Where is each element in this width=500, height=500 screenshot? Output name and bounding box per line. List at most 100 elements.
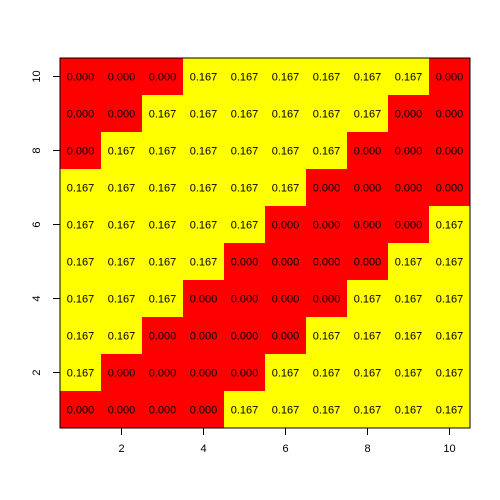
cell-value-label: 0.000 [313,294,341,306]
cell-value-label: 0.000 [436,109,464,121]
heatmap-cell [429,280,471,318]
heatmap-cell [183,354,225,392]
cell-value-label: 0.167 [436,331,464,343]
y-tick-label: 8 [31,147,43,153]
heatmap-cell [388,206,430,244]
heatmap-cell-labels: 0.000 0.000 0.000 0.167 0.167 0.167 0.167 0.167… [67,72,464,417]
cell-value-label: 0.000 [231,368,259,380]
heatmap-cell [388,132,430,170]
heatmap-cell [347,317,389,355]
heatmap-cell [429,58,471,96]
cell-value-label: 0.167 [190,72,218,84]
heatmap-cell [183,132,225,170]
heatmap-cell [265,206,307,244]
heatmap-cell [306,58,348,96]
heatmap-cell [347,391,389,429]
x-axis: 2 4 6 8 10 [118,427,456,455]
heatmap-cell [101,58,143,96]
heatmap-cell [388,95,430,133]
heatmap-cell [388,243,430,281]
cell-value-label: 0.167 [190,146,218,158]
cell-value-label: 0.167 [149,294,177,306]
cell-value-label: 0.167 [272,146,300,158]
heatmap-cell [306,206,348,244]
cell-value-label: 0.167 [149,257,177,269]
cell-value-label: 0.000 [67,405,95,417]
heatmap-cell [142,169,184,207]
heatmap-cell [224,58,266,96]
heatmap-cell [60,95,102,133]
cell-value-label: 0.167 [272,109,300,121]
heatmap-cell [101,317,143,355]
cell-value-label: 0.167 [313,109,341,121]
heatmap-cell [265,132,307,170]
x-tick-label: 2 [118,443,124,455]
heatmap-cell [429,169,471,207]
cell-value-label: 0.000 [354,220,382,232]
heatmap-cell [429,391,471,429]
heatmap-cell [306,243,348,281]
heatmap-cell [224,132,266,170]
heatmap-cell [265,169,307,207]
heatmap-cell [265,243,307,281]
cell-value-label: 0.000 [190,331,218,343]
cell-value-label: 0.167 [272,405,300,417]
heatmap-cell [142,243,184,281]
heatmap-cell [142,354,184,392]
cell-value-label: 0.167 [231,183,259,195]
heatmap-cell [265,391,307,429]
heatmap-cell [388,391,430,429]
cell-value-label: 0.167 [67,294,95,306]
heatmap-cell [183,58,225,96]
cell-value-label: 0.167 [67,220,95,232]
y-tick-label: 10 [31,70,43,82]
heatmap-cell [142,391,184,429]
cell-value-label: 0.167 [395,294,423,306]
cell-value-label: 0.000 [313,183,341,195]
heatmap-cell [347,132,389,170]
cell-value-label: 0.167 [354,72,382,84]
heatmap-cell [183,206,225,244]
cell-value-label: 0.167 [108,257,136,269]
cell-value-label: 0.167 [354,331,382,343]
y-axis: 2 4 6 8 10 [31,70,61,376]
cell-value-label: 0.000 [149,368,177,380]
cell-value-label: 0.000 [272,257,300,269]
heatmap-cell [347,169,389,207]
heatmap-cell [60,280,102,318]
cell-value-label: 0.167 [108,146,136,158]
heatmap-cell [388,169,430,207]
cell-value-label: 0.000 [272,294,300,306]
heatmap-cell [265,95,307,133]
heatmap-cell [429,95,471,133]
heatmap-cell [60,317,102,355]
cell-value-label: 0.167 [231,405,259,417]
cell-value-label: 0.000 [190,405,218,417]
heatmap-cell [347,58,389,96]
cell-value-label: 0.167 [313,146,341,158]
cell-value-label: 0.000 [231,257,259,269]
cell-value-label: 0.000 [395,109,423,121]
cell-value-label: 0.000 [395,183,423,195]
cell-value-label: 0.167 [149,109,177,121]
heatmap-cell [142,317,184,355]
x-tick-label: 8 [364,443,370,455]
heatmap-cell [101,206,143,244]
cell-value-label: 0.167 [436,257,464,269]
cell-value-label: 0.000 [395,220,423,232]
heatmap-cell [60,58,102,96]
heatmap-cell [224,354,266,392]
y-tick-label: 6 [31,221,43,227]
heatmap-cell [101,169,143,207]
cell-value-label: 0.167 [190,220,218,232]
heatmap-cell [347,280,389,318]
heatmap-cell [429,317,471,355]
cell-value-label: 0.000 [67,146,95,158]
heatmap-cell [224,243,266,281]
heatmap-cell [60,169,102,207]
cell-value-label: 0.000 [354,257,382,269]
cell-value-label: 0.000 [108,72,136,84]
heatmap-cell [388,58,430,96]
heatmap-cell [60,132,102,170]
cell-value-label: 0.167 [108,183,136,195]
